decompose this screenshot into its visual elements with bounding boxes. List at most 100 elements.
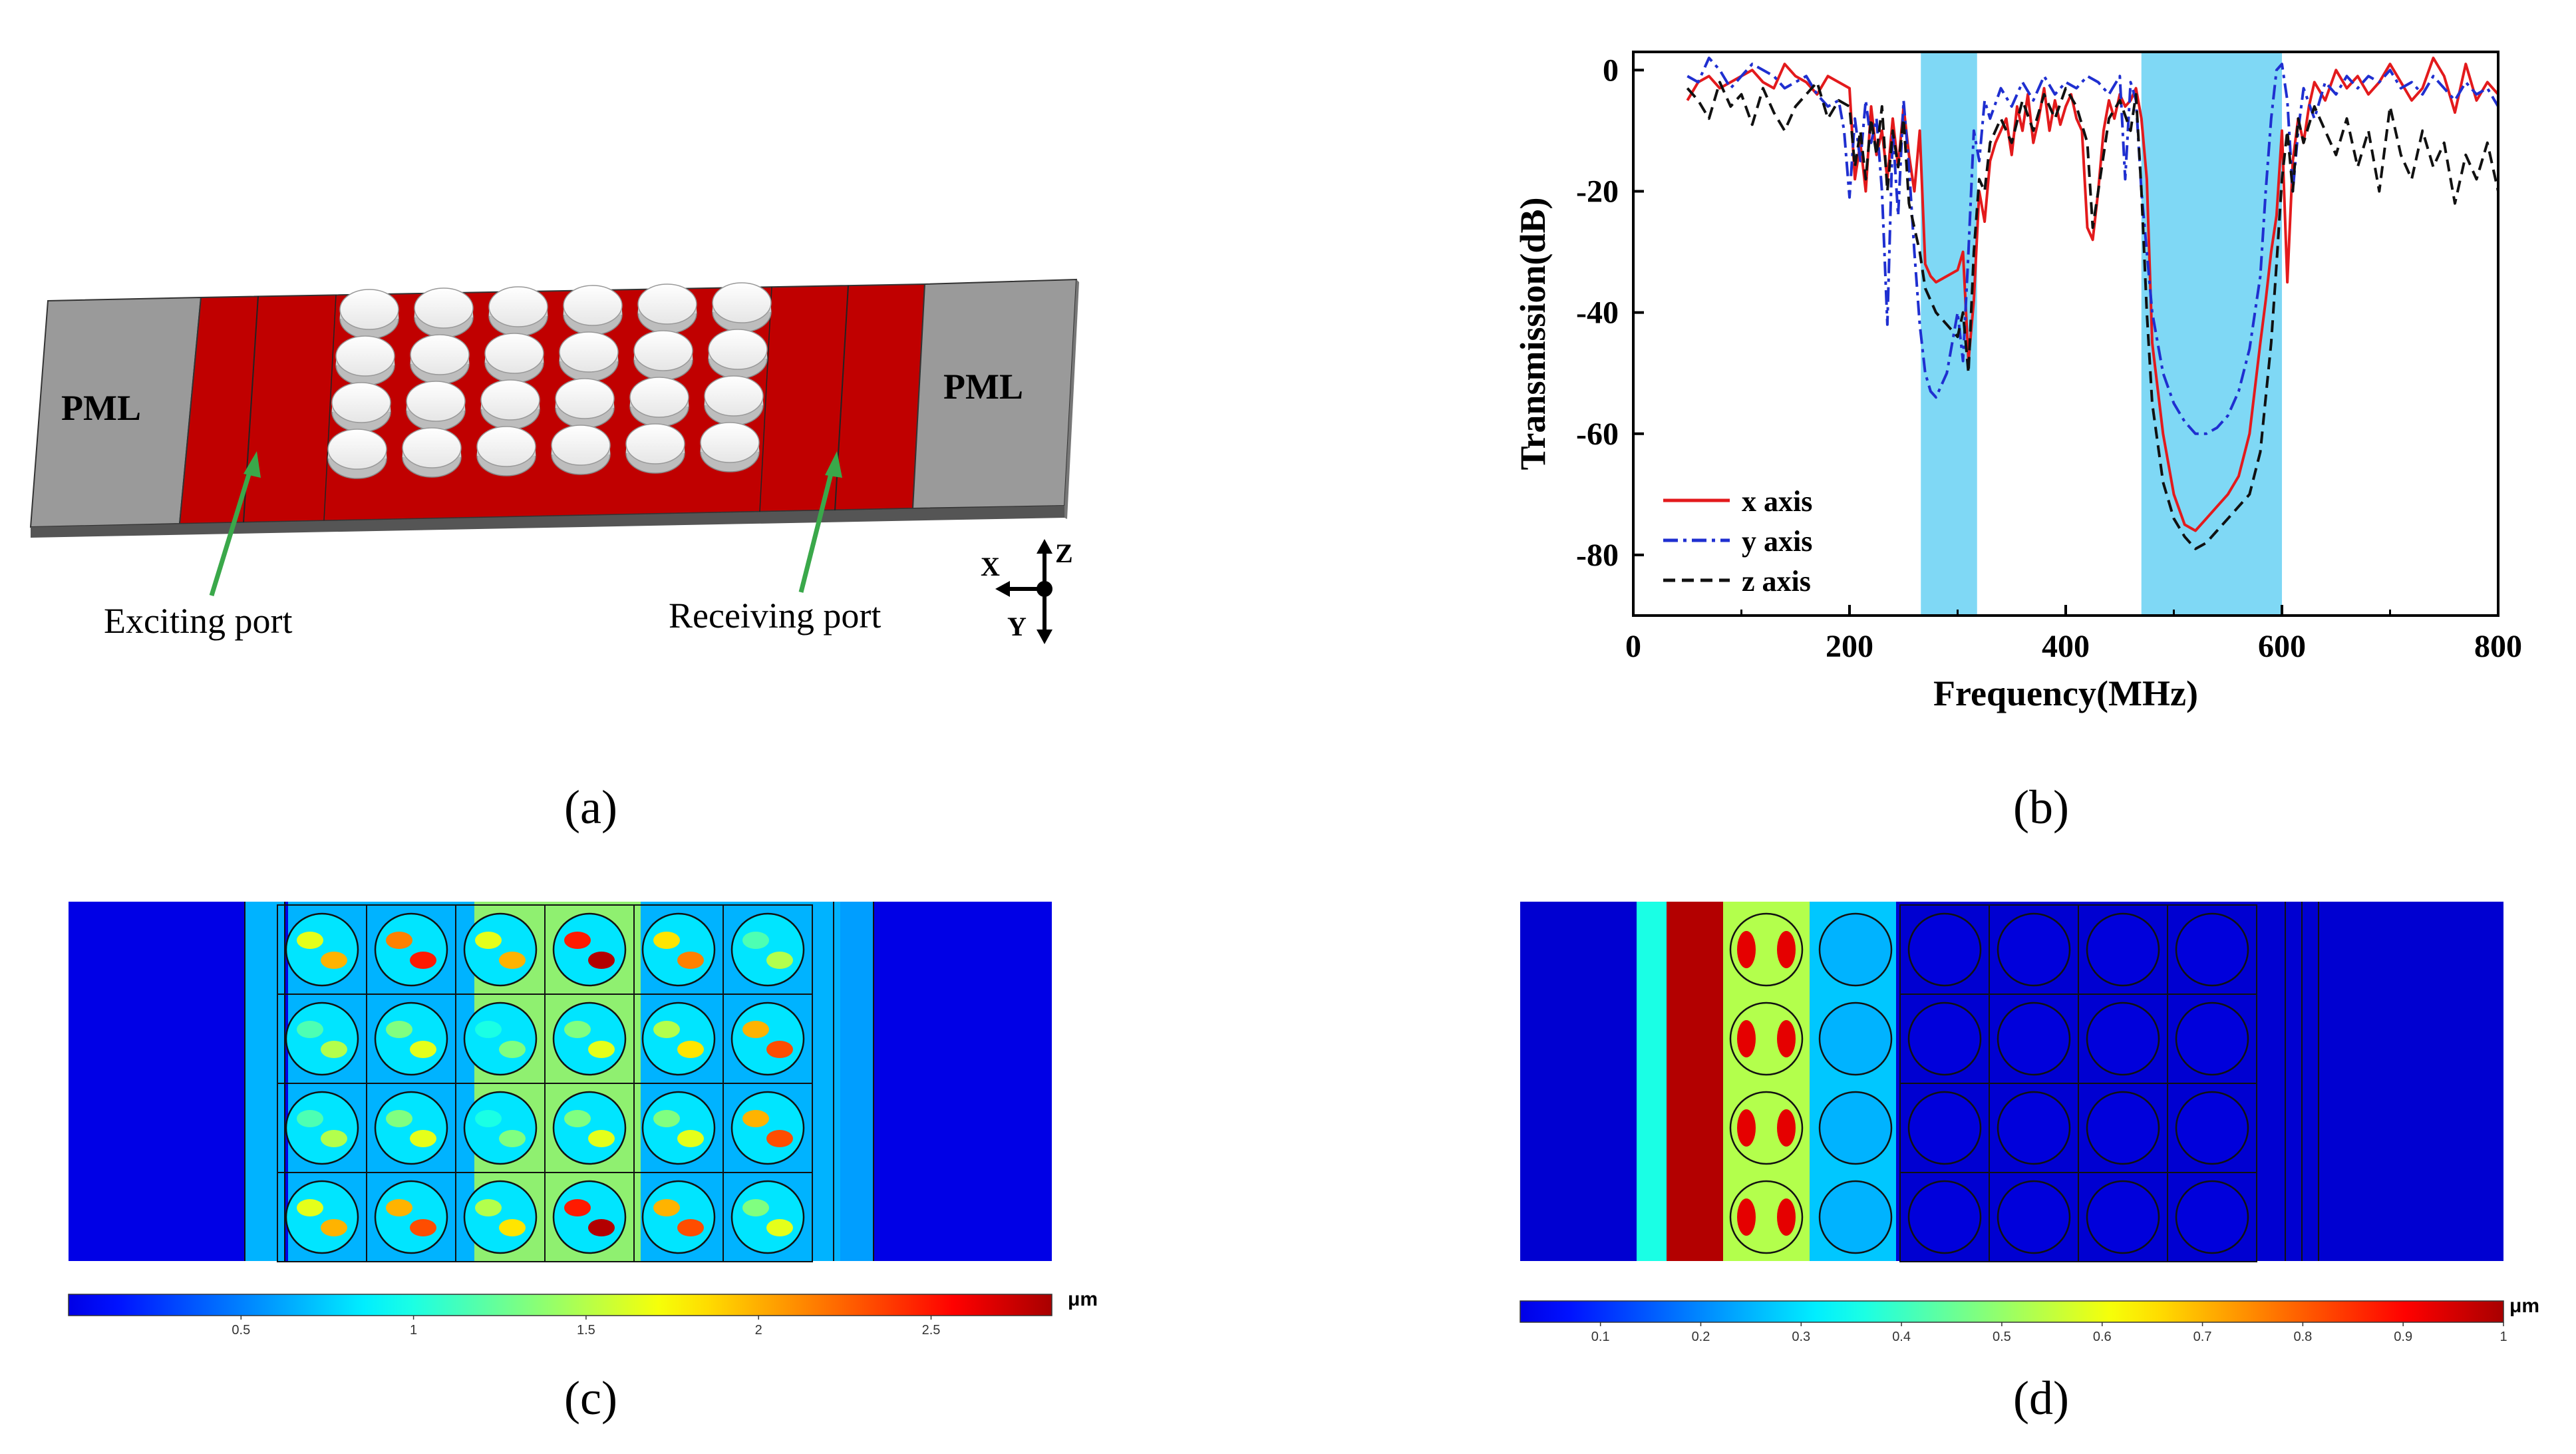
pillar-field [552,1180,627,1254]
y-tick-label: -80 [1576,538,1619,573]
field-hotspot [499,1041,526,1058]
colorbar-tick-label: 0.3 [1792,1330,1810,1344]
caption-b: (b) [2013,781,2069,834]
pillar-field [1997,1091,2071,1165]
field-hotspot [677,952,704,969]
series-line-z-axis [1686,81,2499,550]
pml-right-label: PML [943,367,1023,407]
pillar-top [559,331,619,373]
pillar-top [402,427,462,468]
colorbar-tick-label: 1 [2499,1330,2507,1344]
field-hotspot [677,1041,704,1058]
pillar-top [633,330,693,371]
colorbar-tick-label: 0.9 [2394,1330,2412,1344]
field-hotspot [297,1110,323,1127]
panel-d: 0.1 0.2 0.3 0.4 0.5 0.6 0.7 0.8 0.9 1 μm (d) [1288,865,2576,1454]
pillar-field [374,1091,448,1165]
series-line-y-axis [1687,57,2499,435]
field-hotspot [677,1219,704,1236]
port-band [1667,902,1723,1261]
field-hotspot [410,952,436,969]
pillar-top [335,335,395,377]
pillar-field [730,1001,805,1076]
pillar-field [730,1180,805,1254]
pillar-field [374,1001,448,1076]
phononic-crystal-model [29,278,1079,644]
exciting-port-label: Exciting port [104,601,293,641]
field-hotspot [653,1199,680,1216]
pillar-field [463,1001,538,1076]
field-hotspot [1777,931,1796,968]
port-band [1637,902,1667,1261]
legend: x axis y axis z axis [1663,485,1812,598]
x-tick-label: 600 [2258,629,2306,664]
field-hotspot [653,1110,680,1127]
pillar-field [552,1001,627,1076]
field-hotspot [1737,1198,1756,1236]
unit-cell [2167,1172,2257,1262]
field-hotspot [742,1199,769,1216]
pillar-field [1997,1180,2071,1254]
field-hotspot [475,1021,502,1038]
pillar-top [563,285,623,326]
region-line [323,294,337,521]
field-hotspot [588,1219,615,1236]
pillar-field [463,912,538,987]
field-hotspot [321,1219,347,1236]
pillar-top [484,333,544,374]
pillar-top [476,426,536,467]
pillar-top [551,425,611,466]
field-hotspot [386,932,412,949]
field-hotspot [766,1041,793,1058]
colorbar-tick-label: 2 [755,1323,762,1338]
field-hotspot [321,1041,347,1058]
field-hotspot [410,1130,436,1147]
field-hotspot [386,1110,412,1127]
field-hotspot [564,932,591,949]
field-hotspot [410,1041,436,1058]
bandgap-band [1921,52,1977,616]
field-hotspot [677,1130,704,1147]
pillar-top [410,334,470,375]
y-tick-label: 0 [1603,53,1619,88]
field-hotspot [386,1199,412,1216]
pillar-top [414,287,474,329]
pillar-top [555,378,615,419]
field-hotspot [410,1219,436,1236]
colorbar-unit-d: μm [2509,1295,2540,1317]
exciting-port-arrowhead [243,451,261,478]
pillar-field [2086,1180,2160,1254]
field-hotspot [297,1021,323,1038]
y-tick-label: -20 [1576,174,1619,209]
legend-label: x axis [1742,485,1812,518]
field-hotspot [588,1041,615,1058]
displacement-field-d: 0.1 0.2 0.3 0.4 0.5 0.6 0.7 0.8 0.9 1 [1520,902,2507,1344]
panel-b: 0 200 400 600 800 0 -20 -40 -60 -80 Frequency(MHz)… [1464,0,2576,865]
pillar-field [374,912,448,987]
pillar-field [1818,1001,1893,1076]
field-hotspot [766,1219,793,1236]
pillar-top [700,422,760,463]
transmission-chart: 0 200 400 600 800 0 -20 -40 -60 -80 Frequency(MHz)… [1513,51,2522,713]
field-hotspot [742,1110,769,1127]
pillar-field [2175,912,2249,987]
field-hotspot [588,952,615,969]
pillar-top [327,429,387,470]
field-hotspot [1737,1109,1756,1147]
colorbar-tick-label: 1 [410,1323,417,1338]
pillar-field [641,912,716,987]
pillar-top [625,423,685,464]
pillar-array [327,282,772,479]
field-hotspot [564,1110,591,1127]
pillar-top [480,379,540,421]
x-axis-label: Frequency(MHz) [1933,673,2198,713]
slab-front-edge [31,506,1064,538]
field-hotspot [766,952,793,969]
pillar-top [708,329,768,370]
field-hotspot [1737,931,1756,968]
y-tick-label: -60 [1576,417,1619,452]
colorbar-tick-label: 0.8 [2293,1330,2312,1344]
pillar-field [2086,1091,2160,1165]
field-hotspot [564,1021,591,1038]
port-band [245,902,285,1261]
